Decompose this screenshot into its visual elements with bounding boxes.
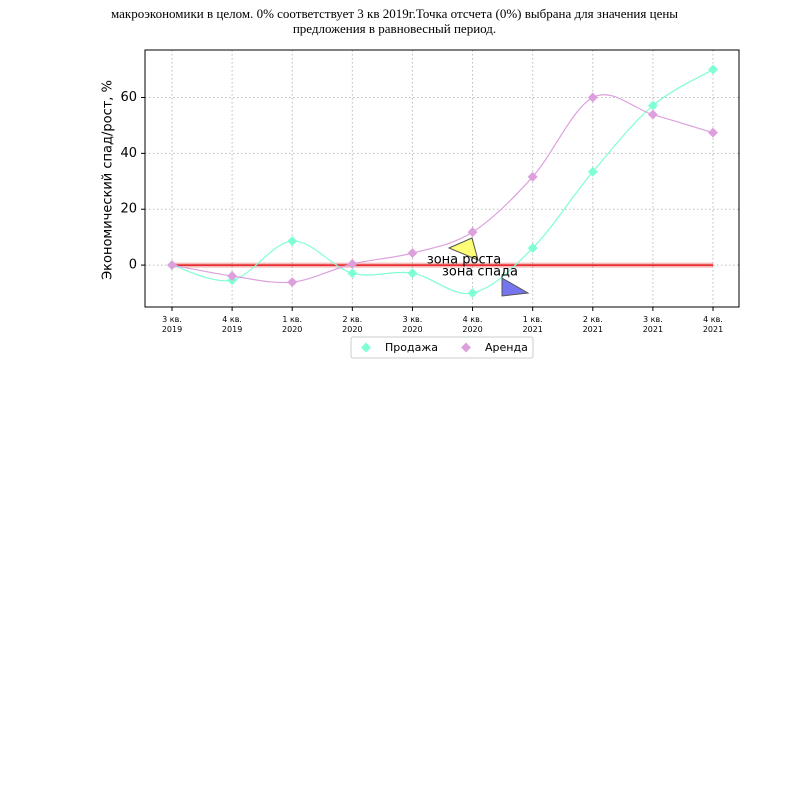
point [527, 243, 538, 254]
point [347, 259, 358, 269]
legend-box [350, 336, 534, 359]
point [467, 288, 478, 298]
point [587, 166, 598, 177]
point [287, 236, 298, 247]
legend-label: Продажа [385, 341, 438, 354]
x-tick-label: 3 кв. 2021 [642, 315, 664, 334]
annotation-arrow [501, 277, 530, 297]
point [407, 268, 418, 279]
annotation: зона спада [442, 265, 518, 280]
legend-label: Аренда [485, 341, 528, 354]
annotation-arrow [447, 237, 479, 261]
legend-marker [461, 342, 471, 353]
y-tick-label: 60 [120, 90, 137, 105]
caption-line: макроэкономики в целом. 0% соответствует… [110, 6, 679, 21]
series-line [171, 94, 714, 284]
point [708, 64, 718, 75]
point [287, 277, 298, 288]
point [227, 271, 238, 281]
x-tick-label: 4 кв. 2019 [221, 315, 243, 334]
x-tick-label: 3 кв. 2020 [402, 315, 423, 334]
caption-line: предложения в равновесный период. [292, 21, 497, 36]
x-tick-label: 2 кв. 2020 [342, 315, 363, 334]
point [467, 227, 478, 238]
plot-frame [144, 49, 740, 308]
x-tick-label: 1 кв. 2020 [282, 315, 303, 334]
point [527, 171, 538, 182]
annotation: зона роста [427, 253, 501, 268]
x-tick-label: 2 кв. 2021 [582, 315, 603, 334]
x-tick-label: 4 кв. 2021 [702, 315, 724, 334]
x-tick-label: 4 кв. 2020 [462, 315, 483, 334]
legend-marker [361, 342, 371, 353]
y-axis-label: Экономический спад/рост, % [101, 80, 116, 280]
point [647, 109, 658, 120]
y-tick-label: 0 [129, 258, 137, 273]
point [347, 268, 358, 279]
y-tick-label: 20 [120, 202, 137, 217]
point [587, 92, 598, 103]
x-tick-label: 1 кв. 2021 [522, 315, 543, 334]
series-line [171, 69, 714, 295]
point [167, 260, 177, 271]
legend: Продажа Аренда [350, 336, 534, 359]
point [647, 100, 658, 111]
point [407, 248, 418, 259]
y-tick-label: 40 [120, 146, 137, 161]
point [708, 127, 718, 138]
x-tick-label: 3 кв. 2019 [161, 315, 183, 334]
